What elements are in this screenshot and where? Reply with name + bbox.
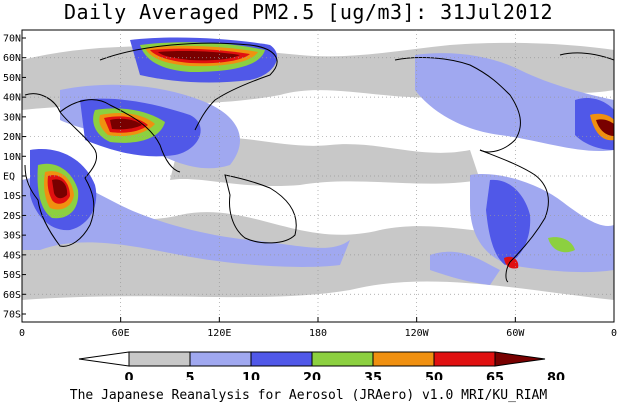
credit-line: The Japanese Reanalysis for Aerosol (JRA…	[69, 388, 548, 403]
colorbar-tick-label: 35	[364, 371, 382, 380]
lat-tick-label: 60S	[3, 290, 21, 301]
colorbar-segment	[372, 351, 435, 367]
concentration-field	[22, 37, 614, 300]
lat-tick-label: 50N	[3, 73, 21, 84]
colorbar-segment	[189, 351, 252, 367]
lon-tick-label: 60W	[506, 328, 525, 339]
colorbar-tick-label: 0	[124, 371, 133, 380]
colorbar: 0 5 10 20 35 50 65 80	[78, 351, 565, 380]
graticule	[22, 30, 614, 322]
lat-tick-label: 40N	[3, 93, 21, 104]
lon-tick-label: 0	[19, 328, 25, 339]
lat-tick-label: 30N	[3, 112, 21, 123]
lat-tick-label: EQ	[3, 172, 15, 183]
lat-tick-label: 50S	[3, 270, 21, 281]
colorbar-tick-label: 10	[242, 371, 260, 380]
lat-tick-label: 10S	[3, 191, 21, 202]
colorbar-tick-label: 50	[425, 371, 443, 380]
lat-tick-label: 20S	[3, 211, 21, 222]
lat-tick-label: 20N	[3, 132, 21, 143]
longitude-axis: 0 60E 120E 180 120W 60W 0	[19, 317, 617, 339]
lon-tick-label: 120E	[207, 328, 231, 339]
lon-tick-label: 60E	[112, 328, 130, 339]
colorbar-tick-label: 80	[547, 371, 565, 380]
colorbar-tick-label: 5	[185, 371, 194, 380]
colorbar-segment	[250, 351, 313, 367]
lon-tick-label: 0	[611, 328, 617, 339]
colorbar-segment	[78, 351, 130, 367]
colorbar-segment	[311, 351, 374, 367]
pm25-map: 70N 60N 50N 40N 30N 20N 10N EQ 10S 20S 30S 40S 50S 60…	[3, 29, 617, 380]
colorbar-segment	[128, 351, 191, 367]
colorbar-tick-label: 65	[486, 371, 504, 380]
lon-tick-label: 120W	[405, 328, 430, 339]
lat-tick-label: 60N	[3, 53, 21, 64]
map-title: Daily Averaged PM2.5 [ug/m3]: 31Jul2012	[63, 0, 554, 24]
colorbar-segment	[433, 351, 496, 367]
colorbar-tick-label: 20	[303, 371, 321, 380]
lon-tick-label: 180	[309, 328, 327, 339]
lat-tick-label: 10N	[3, 152, 21, 163]
lat-tick-label: 40S	[3, 250, 21, 261]
latitude-axis: 70N 60N 50N 40N 30N 20N 10N EQ 10S 20S 30S 40S 50S 60…	[3, 34, 26, 321]
coastlines	[24, 42, 614, 283]
colorbar-segment	[494, 351, 546, 367]
lat-tick-label: 70N	[3, 34, 21, 45]
lat-tick-label: 30S	[3, 231, 21, 242]
lat-tick-label: 70S	[3, 310, 21, 321]
